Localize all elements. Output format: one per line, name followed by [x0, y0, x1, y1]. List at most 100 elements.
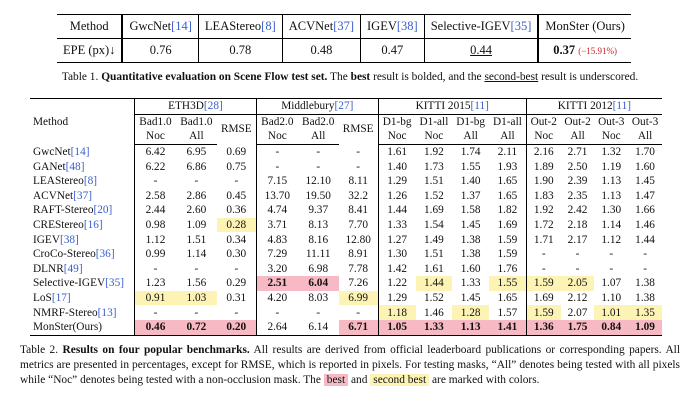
data-row: RAFT-Stereo[20] 2.44 2.60 0.36 4.74 9.37 8.41 1…: [30, 203, 662, 218]
cell: 1.51: [424, 175, 444, 188]
cell: 1.35: [628, 305, 662, 320]
cell: 1.33: [460, 277, 481, 290]
method-name: DLNR: [33, 262, 64, 275]
method-name: MonSter (Ours): [545, 19, 625, 33]
method-name: Selective-IGEV: [33, 277, 106, 290]
cell: 1.83: [525, 188, 561, 204]
cell: 0.36: [226, 204, 247, 217]
method-cell: GwcNet[14]: [30, 144, 135, 159]
method-cell: NMRF-Stereo[13]: [30, 305, 135, 320]
cell: 1.58: [460, 204, 481, 217]
method-cell: LoS[17]: [30, 291, 135, 306]
cell: 1.55: [489, 276, 527, 291]
cell: -: [316, 306, 321, 319]
cell: 3.71: [255, 217, 298, 233]
cell: 1.74: [460, 146, 481, 159]
cell: 2.64: [255, 319, 298, 336]
method-cell: ACVNet[37]: [30, 189, 135, 204]
cell: 1.51: [424, 248, 444, 261]
citation: [49]: [63, 262, 83, 275]
cell: 6.86: [186, 160, 207, 173]
cell: 4.74: [255, 203, 298, 218]
cell: 1.69: [497, 219, 518, 232]
metric-header: Bad1.0: [133, 114, 176, 130]
cell: 4.20: [255, 290, 298, 306]
cell: 1.03: [175, 290, 217, 306]
cell: 0.45: [226, 189, 247, 202]
value: 0.48: [310, 43, 333, 57]
cell: 1.75: [560, 319, 595, 336]
citation: [13]: [97, 306, 117, 319]
citation: [35]: [105, 277, 124, 290]
cell: -: [575, 248, 580, 261]
metric-header: D1-all: [419, 115, 449, 128]
citation: [38]: [59, 233, 79, 246]
data-row: EPE (px)↓ 0.76 0.78 0.48 0.47 0.44 0.37 (−15.9…: [57, 38, 631, 63]
cell: 1.61: [424, 262, 444, 275]
mask-header: Noc: [133, 129, 176, 145]
value: 0.47: [381, 43, 404, 57]
cell: 2.86: [186, 189, 207, 202]
mask-header: Noc: [377, 129, 416, 145]
mask-header: All: [628, 129, 662, 145]
caption-part: Results on four popular benchmarks.: [62, 344, 250, 356]
metric-header: Bad2.0: [302, 115, 335, 128]
header-row: Bad1.0 Bad1.0 RMSE Bad2.0 Bad2.0 RMSE D1-bg D1-…: [30, 114, 662, 135]
cell: 2.05: [560, 276, 595, 291]
cell: 1.45: [460, 219, 481, 232]
cell: 1.90: [525, 173, 561, 189]
group-header: ETH3D[28]: [134, 98, 257, 115]
data-row: MonSter(Ours) 0.46 0.72 0.20 2.64 6.14 6.71 1.0…: [30, 319, 662, 336]
caption-part: All results are derived from official le…: [20, 344, 681, 386]
cell: 2.44: [133, 203, 176, 218]
group-header: KITTI 2015[11]: [377, 98, 527, 115]
citation: [17]: [51, 292, 71, 305]
cell: 1.59: [497, 248, 518, 261]
cell: 1.05: [377, 319, 416, 336]
citation: [8]: [83, 175, 98, 188]
cell: 1.33: [377, 217, 416, 233]
citation: [37]: [73, 189, 92, 202]
cell: 11.11: [305, 248, 331, 261]
cell: 1.52: [424, 189, 444, 202]
cell: 7.26: [348, 277, 369, 290]
cell: 1.07: [601, 277, 622, 290]
cell: 1.66: [635, 204, 655, 217]
method-name: CREStereo: [33, 219, 84, 232]
cell: 1.18: [377, 305, 416, 320]
cell: 1.30: [601, 204, 622, 217]
cell: 1.40: [460, 175, 481, 188]
cell: 6.71: [338, 319, 379, 336]
cell: 1.49: [424, 233, 444, 246]
delta: (−15.91%): [578, 46, 618, 56]
cell: 12.10: [305, 175, 331, 188]
caption-part: Table 2.: [20, 344, 63, 356]
cell: 1.32: [601, 146, 622, 159]
cell: 1.61: [377, 144, 416, 160]
data-row: DLNR[49] - - -3.20 6.98 7.78 1.42 1.61 1.60 1.76-…: [30, 261, 662, 277]
cell: 6.42: [133, 144, 176, 160]
cell: 7.29: [255, 246, 298, 262]
citation: [14]: [70, 145, 90, 158]
cell: 2.16: [525, 144, 561, 160]
cell: 32.2: [348, 189, 369, 202]
citation: [27]: [334, 100, 354, 113]
cell: -: [575, 262, 580, 275]
cell: 1.59: [525, 305, 561, 320]
method-name: GANet: [33, 160, 66, 173]
cell: 1.72: [525, 217, 561, 233]
method-cell: CroCo-Stereo[36]: [30, 247, 135, 262]
mask-header: Noc: [415, 129, 453, 145]
cell: 2.12: [567, 292, 588, 305]
method-name: Selective-IGEV: [430, 19, 511, 33]
cell: 1.89: [525, 159, 561, 174]
caption-part: result is bolded, and the: [370, 71, 485, 83]
cell: 2.07: [567, 306, 588, 319]
cell: 1.65: [497, 175, 518, 188]
method-name: ACVNet: [33, 189, 74, 202]
caption-part: second-best: [484, 71, 539, 83]
header-cell: Selective-IGEV[35]: [424, 14, 540, 39]
metric-header: RMSE: [342, 123, 374, 136]
citation: [48]: [65, 160, 85, 173]
caption-part: second best: [370, 374, 430, 386]
